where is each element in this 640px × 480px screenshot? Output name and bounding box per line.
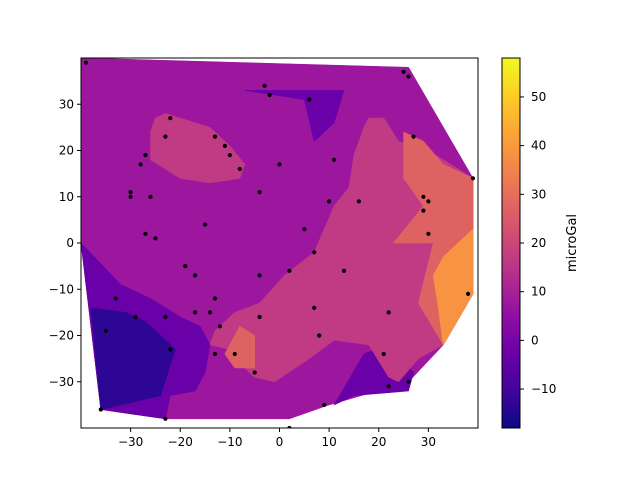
station-point	[207, 310, 213, 315]
station-point	[257, 273, 262, 278]
colorbar-tick-label: 0	[531, 333, 539, 347]
station-point	[163, 314, 168, 320]
colorbar-tick-label: 30	[531, 187, 546, 201]
station-point	[252, 370, 257, 375]
x-tick-label: −10	[217, 435, 242, 449]
station-point	[277, 162, 282, 167]
station-point	[232, 351, 237, 357]
station-point	[163, 134, 168, 139]
x-tick-label: −20	[168, 435, 193, 449]
station-point	[386, 310, 391, 315]
colorbar-tick-label: 10	[531, 285, 546, 299]
station-point	[411, 134, 416, 139]
station-point	[183, 264, 188, 269]
station-point	[222, 143, 227, 148]
x-tick-label: 30	[421, 435, 436, 449]
contour-region-8	[224, 325, 255, 369]
y-tick-label: −30	[49, 375, 74, 389]
station-point	[227, 153, 232, 158]
colorbar-tick-label: 40	[531, 139, 546, 153]
station-point	[138, 162, 143, 167]
station-point	[193, 273, 198, 278]
colorbar-tick-label: −10	[531, 382, 556, 396]
station-point	[312, 250, 317, 255]
station-point	[426, 199, 431, 204]
station-point	[381, 351, 386, 357]
station-point	[317, 333, 322, 338]
station-point	[322, 402, 327, 407]
x-tick-label: 0	[276, 435, 284, 449]
y-tick-label: 10	[59, 190, 74, 204]
colorbar-tick-label: 50	[531, 90, 546, 104]
colorbar-tick-label: 20	[531, 236, 546, 250]
station-point	[168, 116, 173, 121]
station-point	[168, 347, 173, 352]
station-point	[143, 231, 148, 236]
station-point	[103, 328, 108, 333]
station-point	[128, 194, 133, 199]
station-point	[133, 314, 138, 320]
station-point	[421, 208, 426, 213]
y-tick-label: −20	[49, 329, 74, 343]
x-tick-label: 20	[371, 435, 386, 449]
station-point	[466, 291, 471, 296]
station-point	[470, 176, 476, 181]
colorbar-gradient	[501, 57, 521, 429]
y-axis: −30 −20 −10 0 10 20 30	[49, 97, 81, 389]
station-point	[113, 296, 118, 301]
y-tick-label: 30	[59, 97, 74, 111]
station-point	[193, 310, 198, 315]
station-point	[302, 227, 307, 232]
station-point	[83, 60, 89, 65]
y-tick-label: 0	[66, 236, 74, 250]
station-point	[212, 134, 218, 139]
colorbar-ticks: −10 0 10 20 30 40 50	[520, 90, 556, 396]
contour-region-3	[244, 90, 345, 142]
y-tick-label: −10	[49, 282, 74, 296]
station-point	[163, 416, 168, 421]
station-point	[267, 92, 272, 98]
station-point	[421, 194, 426, 199]
x-tick-label: 10	[321, 435, 336, 449]
colorbar-label: microGal	[565, 214, 580, 272]
station-point	[386, 384, 391, 389]
station-point	[212, 296, 218, 301]
station-point	[237, 166, 242, 172]
contour-region-9	[432, 228, 474, 346]
y-tick-label: 20	[59, 144, 74, 158]
station-point	[143, 153, 148, 158]
station-point	[406, 74, 411, 79]
station-point	[401, 69, 406, 74]
station-point	[406, 379, 411, 384]
colorbar: −10 0 10 20 30 40 50 microGal	[501, 57, 580, 429]
station-point	[148, 194, 153, 199]
station-point	[257, 314, 262, 320]
station-point	[98, 407, 103, 412]
station-point	[212, 351, 218, 357]
contour-region-5	[150, 113, 246, 184]
station-point	[312, 305, 317, 310]
station-point	[356, 199, 361, 204]
station-point	[287, 268, 292, 273]
station-point	[287, 425, 292, 428]
station-point	[341, 268, 347, 273]
station-point	[327, 199, 332, 204]
station-point	[332, 157, 337, 162]
station-point	[257, 190, 262, 195]
station-point	[128, 190, 133, 195]
station-point	[262, 83, 267, 88]
station-point	[217, 324, 222, 329]
contour-regions	[81, 58, 474, 420]
station-points	[83, 60, 476, 428]
station-point	[307, 97, 312, 102]
station-point	[203, 222, 208, 227]
x-axis: −30 −20 −10 0 10 20 30	[118, 428, 436, 449]
station-point	[426, 231, 431, 236]
x-tick-label: −30	[118, 435, 143, 449]
station-point	[153, 236, 158, 241]
